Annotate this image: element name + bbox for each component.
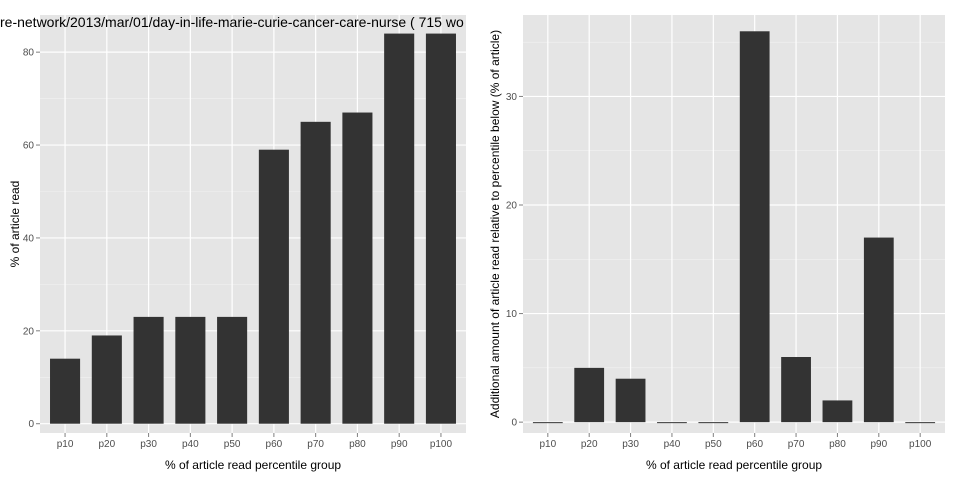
x-tick-label: p50 bbox=[224, 439, 241, 450]
bar-p10 bbox=[50, 358, 81, 424]
bar-p30 bbox=[133, 316, 164, 424]
right-y-ticks: 0 10 20 30 bbox=[506, 92, 523, 429]
left-x-ticks: p10 p20 p30 p40 p50 p60 p70 p80 p90 p100 bbox=[57, 433, 453, 450]
x-tick-label: p30 bbox=[140, 439, 157, 450]
left-x-axis-label: % of article read percentile group bbox=[165, 458, 341, 472]
left-y-ticks: 0 20 40 60 80 bbox=[23, 48, 40, 430]
bar-p50 bbox=[217, 316, 248, 424]
x-tick-label: p100 bbox=[430, 439, 453, 450]
right-x-ticks: p10 p20 p30 p40 p50 p60 p70 p80 p90 p100 bbox=[539, 433, 932, 450]
y-tick-label: 80 bbox=[23, 48, 35, 59]
right-bars bbox=[532, 31, 936, 424]
bar-p70 bbox=[300, 121, 331, 424]
bar-p30 bbox=[615, 378, 646, 423]
left-y-axis-label: % of article read bbox=[8, 181, 22, 268]
bar-p10 bbox=[532, 422, 563, 424]
x-tick-label: p100 bbox=[909, 439, 932, 450]
bar-p40 bbox=[175, 316, 206, 424]
bar-p90 bbox=[384, 33, 415, 424]
x-tick-label: p70 bbox=[788, 439, 805, 450]
y-tick-label: 40 bbox=[23, 233, 35, 244]
bar-p100 bbox=[905, 422, 936, 424]
right-x-axis-label: % of article read percentile group bbox=[646, 458, 822, 472]
x-tick-label: p10 bbox=[57, 439, 74, 450]
y-tick-label: 30 bbox=[506, 92, 518, 103]
left-chart-title: re-network/2013/mar/01/day-in-life-marie… bbox=[0, 14, 464, 30]
x-tick-label: p60 bbox=[266, 439, 283, 450]
x-tick-label: p70 bbox=[307, 439, 324, 450]
x-tick-label: p20 bbox=[98, 439, 115, 450]
x-tick-label: p90 bbox=[870, 439, 887, 450]
x-tick-label: p80 bbox=[829, 439, 846, 450]
left-bars bbox=[50, 33, 456, 424]
bar-p80 bbox=[342, 112, 373, 424]
bar-p80 bbox=[822, 400, 853, 423]
bar-p20 bbox=[574, 367, 605, 423]
bar-p60 bbox=[739, 31, 770, 423]
bar-p40 bbox=[657, 422, 687, 424]
x-tick-label: p50 bbox=[705, 439, 722, 450]
x-tick-label: p20 bbox=[581, 439, 598, 450]
bar-p90 bbox=[863, 237, 894, 423]
y-tick-label: 20 bbox=[23, 326, 35, 337]
bar-p100 bbox=[425, 33, 456, 424]
right-y-axis-label: Additional amount of article read relati… bbox=[488, 30, 502, 418]
x-tick-label: p80 bbox=[349, 439, 366, 450]
bar-p70 bbox=[781, 357, 811, 423]
y-tick-label: 0 bbox=[28, 419, 34, 430]
x-tick-label: p40 bbox=[182, 439, 199, 450]
y-tick-label: 20 bbox=[506, 201, 518, 212]
x-tick-label: p10 bbox=[539, 439, 556, 450]
bar-p60 bbox=[258, 149, 289, 424]
bar-p50 bbox=[698, 422, 729, 424]
bar-p20 bbox=[91, 335, 122, 424]
y-tick-label: 0 bbox=[511, 418, 517, 429]
y-tick-label: 60 bbox=[23, 141, 35, 152]
x-tick-label: p90 bbox=[391, 439, 408, 450]
x-tick-label: p60 bbox=[746, 439, 763, 450]
y-tick-label: 10 bbox=[506, 309, 518, 320]
x-tick-label: p30 bbox=[622, 439, 639, 450]
x-tick-label: p40 bbox=[664, 439, 681, 450]
